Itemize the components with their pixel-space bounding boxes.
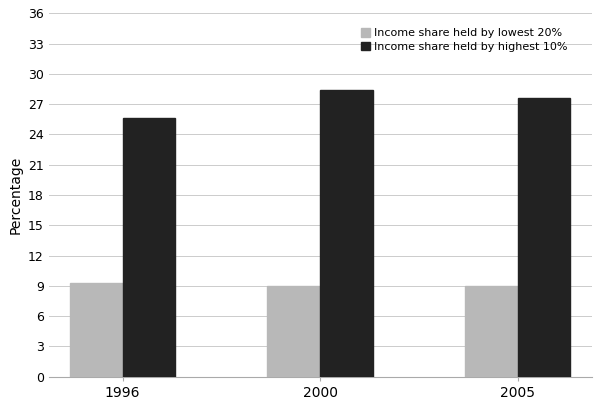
Bar — [518, 98, 570, 377]
Bar — [320, 90, 373, 377]
Bar — [70, 283, 122, 377]
Bar — [465, 286, 518, 377]
Legend: Income share held by lowest 20%, Income share held by highest 10%: Income share held by lowest 20%, Income … — [359, 26, 570, 54]
Bar — [268, 286, 320, 377]
Y-axis label: Percentage: Percentage — [8, 156, 22, 234]
Bar — [122, 118, 175, 377]
